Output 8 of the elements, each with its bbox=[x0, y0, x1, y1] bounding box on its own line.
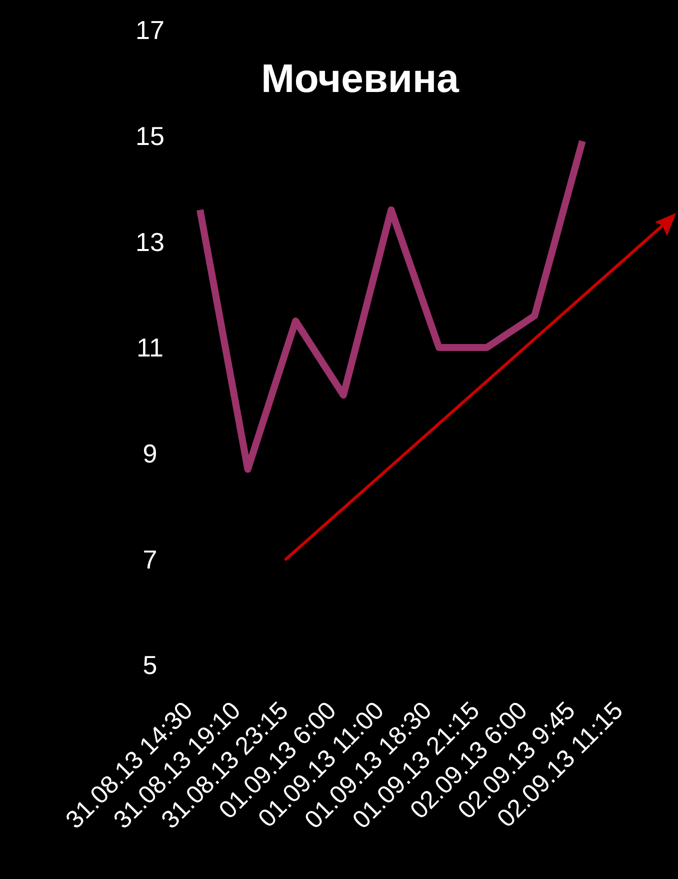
y-tick-label: 9 bbox=[142, 438, 158, 468]
y-tick-label: 15 bbox=[136, 120, 164, 151]
text: Мочевина bbox=[261, 57, 460, 101]
y-tick-label: 17 bbox=[136, 15, 164, 46]
y-tick-label: 7 bbox=[142, 544, 158, 574]
y-tick-label: 13 bbox=[136, 226, 164, 257]
y-tick-label: 5 bbox=[142, 650, 158, 680]
y-tick-label: 11 bbox=[136, 332, 164, 363]
